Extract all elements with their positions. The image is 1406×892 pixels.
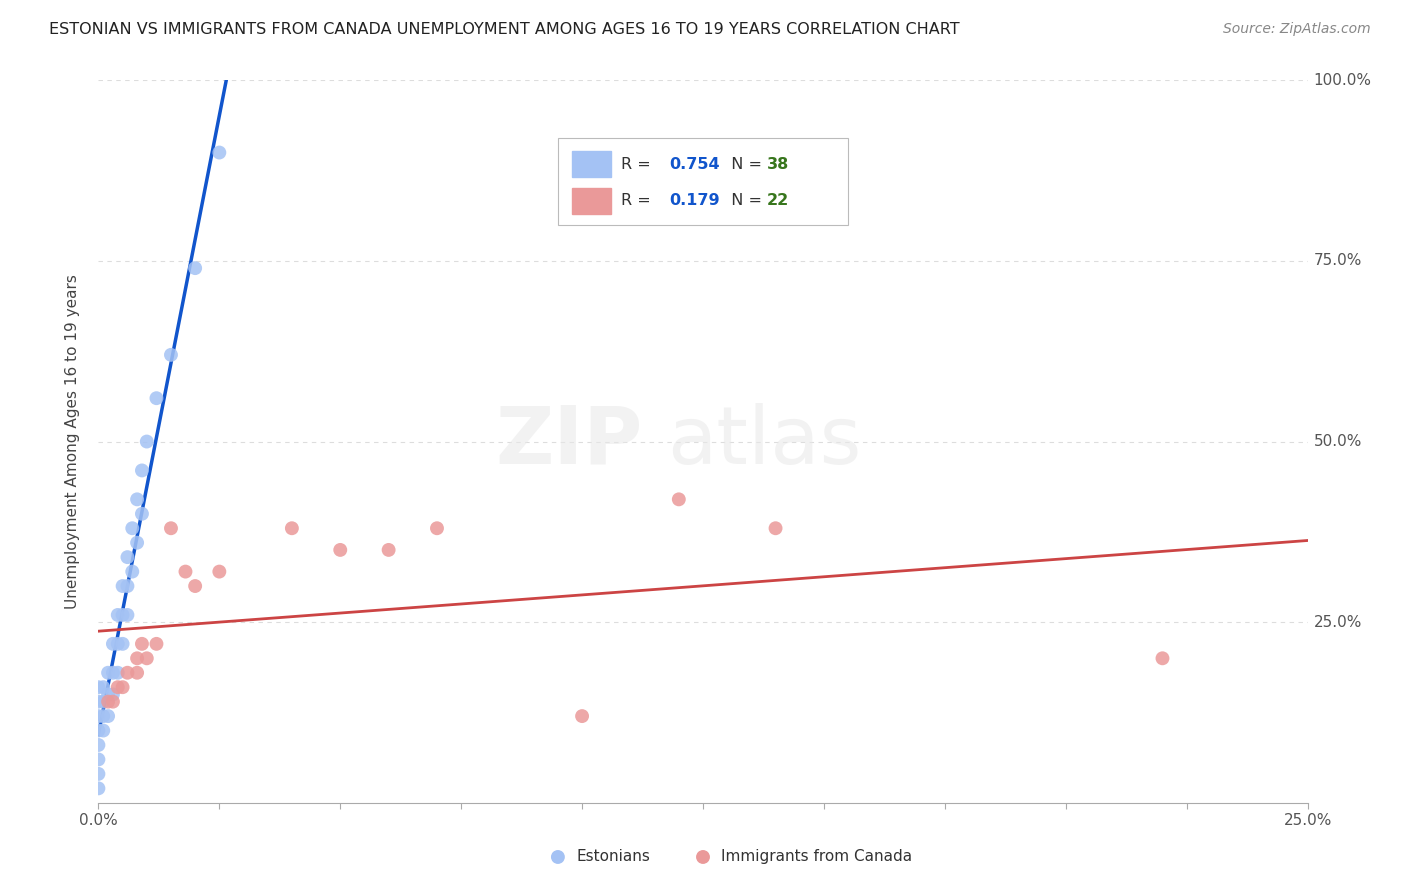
Point — [91, 723, 114, 738]
Point — [107, 637, 129, 651]
Point — [87, 680, 110, 694]
Text: ESTONIAN VS IMMIGRANTS FROM CANADA UNEMPLOYMENT AMONG AGES 16 TO 19 YEARS CORREL: ESTONIAN VS IMMIGRANTS FROM CANADA UNEMP… — [49, 22, 960, 37]
Point — [87, 709, 110, 723]
Point — [121, 521, 143, 535]
Point — [117, 579, 139, 593]
Point — [101, 687, 124, 701]
Point — [208, 565, 231, 579]
FancyBboxPatch shape — [558, 138, 848, 225]
Point — [131, 463, 153, 477]
Point — [107, 680, 129, 694]
Point — [87, 695, 110, 709]
Text: R =: R = — [621, 193, 661, 208]
Point — [184, 579, 207, 593]
Point — [87, 752, 110, 766]
Point — [97, 665, 120, 680]
Point — [111, 579, 134, 593]
Point — [208, 145, 231, 160]
Bar — [572, 151, 612, 178]
Point — [174, 565, 197, 579]
Point — [117, 665, 139, 680]
Text: 0.754: 0.754 — [669, 157, 720, 171]
Point — [101, 695, 124, 709]
Point — [329, 542, 352, 557]
Point — [127, 535, 149, 549]
Point — [131, 637, 153, 651]
Text: N =: N = — [721, 193, 768, 208]
Point — [127, 651, 149, 665]
Point — [765, 521, 787, 535]
Point — [668, 492, 690, 507]
Point — [184, 261, 207, 276]
Point — [91, 709, 114, 723]
Point — [107, 665, 129, 680]
Point — [121, 565, 143, 579]
Point — [127, 665, 149, 680]
Text: 0.179: 0.179 — [669, 193, 720, 208]
Point — [97, 709, 120, 723]
Point — [117, 607, 139, 622]
Point — [160, 348, 183, 362]
Point — [111, 680, 134, 694]
Text: ZIP: ZIP — [495, 402, 643, 481]
Point — [135, 434, 157, 449]
Point — [135, 651, 157, 665]
Point — [87, 723, 110, 738]
Bar — [572, 187, 612, 213]
Point — [160, 521, 183, 535]
Point — [281, 521, 304, 535]
Point — [145, 637, 167, 651]
Point — [1152, 651, 1174, 665]
Point — [87, 781, 110, 796]
Point — [107, 607, 129, 622]
Point — [571, 709, 593, 723]
Point — [127, 492, 149, 507]
Text: Source: ZipAtlas.com: Source: ZipAtlas.com — [1223, 22, 1371, 37]
Point — [97, 687, 120, 701]
Text: 22: 22 — [768, 193, 789, 208]
Point — [111, 607, 134, 622]
Point — [426, 521, 449, 535]
Point — [117, 550, 139, 565]
Text: 75.0%: 75.0% — [1313, 253, 1362, 268]
Y-axis label: Unemployment Among Ages 16 to 19 years: Unemployment Among Ages 16 to 19 years — [65, 274, 80, 609]
Point — [101, 665, 124, 680]
Point — [377, 542, 399, 557]
Text: Estonians: Estonians — [576, 849, 650, 864]
Point — [111, 637, 134, 651]
Point — [131, 507, 153, 521]
Point — [87, 767, 110, 781]
Point — [101, 637, 124, 651]
Text: Immigrants from Canada: Immigrants from Canada — [721, 849, 912, 864]
Text: R =: R = — [621, 157, 661, 171]
Point — [87, 738, 110, 752]
Point — [97, 695, 120, 709]
Text: atlas: atlas — [666, 402, 860, 481]
Text: 38: 38 — [768, 157, 789, 171]
Point — [91, 695, 114, 709]
Text: 25.0%: 25.0% — [1313, 615, 1362, 630]
Text: N =: N = — [721, 157, 768, 171]
Text: 50.0%: 50.0% — [1313, 434, 1362, 449]
Point — [145, 391, 167, 405]
Text: 100.0%: 100.0% — [1313, 73, 1372, 87]
Point — [91, 680, 114, 694]
